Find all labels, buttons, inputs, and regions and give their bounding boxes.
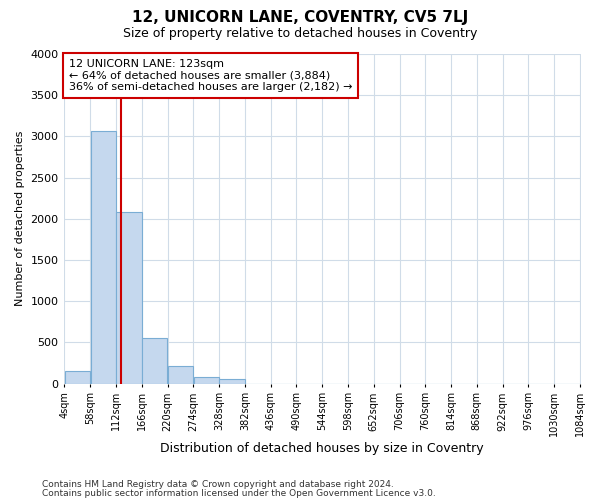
X-axis label: Distribution of detached houses by size in Coventry: Distribution of detached houses by size … [160,442,484,455]
Bar [91,132,116,384]
Bar [116,212,142,384]
Bar [65,371,90,384]
Text: Contains public sector information licensed under the Open Government Licence v3: Contains public sector information licen… [42,488,436,498]
Text: 12, UNICORN LANE, COVENTRY, CV5 7LJ: 12, UNICORN LANE, COVENTRY, CV5 7LJ [132,10,468,25]
Y-axis label: Number of detached properties: Number of detached properties [15,131,25,306]
Bar [194,377,219,384]
Bar [168,366,193,384]
Text: 12 UNICORN LANE: 123sqm
← 64% of detached houses are smaller (3,884)
36% of semi: 12 UNICORN LANE: 123sqm ← 64% of detache… [69,59,352,92]
Text: Contains HM Land Registry data © Crown copyright and database right 2024.: Contains HM Land Registry data © Crown c… [42,480,394,489]
Bar [142,338,167,384]
Text: Size of property relative to detached houses in Coventry: Size of property relative to detached ho… [123,28,477,40]
Bar [220,379,245,384]
